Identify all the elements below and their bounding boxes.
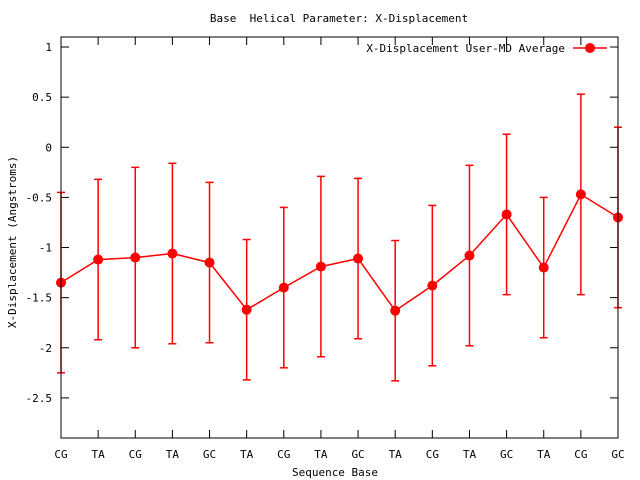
data-point: [353, 253, 364, 264]
y-tick-label: -2: [39, 342, 52, 355]
x-tick-label: TA: [314, 448, 328, 461]
data-point: [315, 261, 326, 272]
x-tick-label: CG: [426, 448, 439, 461]
legend-label: X-Displacement User-MD Average: [366, 42, 565, 55]
x-tick-label: TA: [463, 448, 477, 461]
data-point: [575, 189, 586, 200]
data-point: [93, 254, 104, 265]
x-tick-label: CG: [129, 448, 142, 461]
y-tick-label: -1.5: [26, 292, 53, 305]
y-tick-label: -2.5: [26, 392, 53, 405]
data-points: [56, 189, 623, 316]
data-point: [427, 280, 438, 291]
x-axis: CG TA CG TA GC TA CG TA GC TA CG TA GC TA CG GC: [54, 37, 625, 461]
y-axis-label: X-Displacement (Angstroms): [6, 156, 19, 328]
data-point: [501, 209, 512, 220]
x-tick-label: CG: [54, 448, 67, 461]
x-tick-label: CG: [277, 448, 290, 461]
data-point: [278, 282, 289, 293]
x-tick-label: CG: [574, 448, 587, 461]
chart-title: Base Helical Parameter: X-Displacement: [210, 12, 468, 25]
x-tick-label: TA: [92, 448, 106, 461]
y-tick-label: 1: [45, 41, 52, 54]
x-axis-label: Sequence Base: [292, 466, 378, 479]
error-bars: [57, 93, 622, 382]
data-point: [167, 248, 178, 259]
series-line: [60, 193, 619, 312]
data-point: [464, 250, 475, 261]
data-point: [241, 304, 252, 315]
x-tick-label: TA: [389, 448, 403, 461]
x-tick-label: GC: [351, 448, 364, 461]
y-axis: 1 0.5 0 -0.5 -1 -1.5 -2 -2.5: [26, 41, 618, 405]
x-tick-label: TA: [537, 448, 551, 461]
data-point: [130, 252, 141, 263]
data-point: [204, 257, 215, 268]
data-point: [538, 262, 549, 273]
y-tick-label: -1: [39, 242, 52, 255]
x-tick-label: TA: [240, 448, 254, 461]
y-tick-label: 0.5: [32, 91, 52, 104]
x-tick-label: GC: [203, 448, 216, 461]
y-tick-label: -0.5: [26, 191, 53, 204]
data-point: [390, 305, 401, 316]
x-tick-label: GC: [500, 448, 513, 461]
legend: X-Displacement User-MD Average: [366, 42, 607, 55]
y-tick-label: 0: [45, 141, 52, 154]
x-tick-label: TA: [166, 448, 180, 461]
x-tick-label: GC: [611, 448, 624, 461]
legend-marker: [585, 43, 595, 53]
plot-frame: [60, 36, 619, 439]
